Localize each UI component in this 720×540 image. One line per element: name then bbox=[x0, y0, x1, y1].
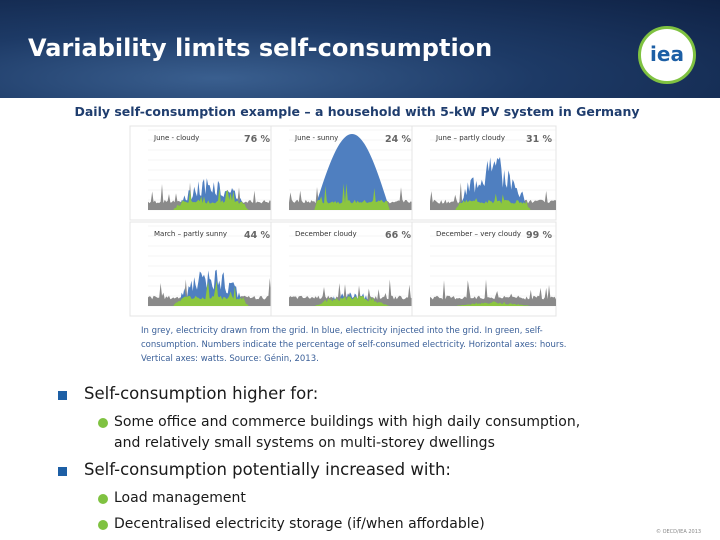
injection-area bbox=[289, 292, 415, 306]
grid-draw-area bbox=[430, 279, 556, 306]
grid-draw-area bbox=[289, 279, 415, 306]
copyright: © OECD/IEA 2013 bbox=[656, 529, 702, 535]
self-consumption-area bbox=[430, 301, 556, 306]
self-consumption-area bbox=[289, 183, 415, 210]
panel-label: June – partly cloudy bbox=[435, 134, 505, 142]
sub-bullet-marker bbox=[98, 520, 108, 530]
injection-area bbox=[430, 157, 556, 210]
injection-area bbox=[148, 269, 274, 306]
logo-text: iea bbox=[650, 42, 684, 66]
self-consumption-area bbox=[148, 187, 274, 210]
header bbox=[0, 0, 720, 98]
caption: Vertical axes: watts. Source: Génin, 201… bbox=[141, 354, 319, 364]
bullet-marker bbox=[58, 391, 67, 400]
self-consumption-area bbox=[430, 193, 556, 210]
panel-label: June - cloudy bbox=[153, 134, 199, 142]
sub-bullet: and relatively small systems on multi-st… bbox=[114, 435, 495, 451]
panel-label: December – very cloudy bbox=[436, 230, 521, 238]
panels: June - cloudy 76 % June - sunny 24 % June – … bbox=[129, 125, 557, 317]
sub-bullet-marker bbox=[98, 494, 108, 504]
sub-bullet: Some office and commerce buildings with … bbox=[114, 414, 581, 430]
self-consumption-area bbox=[148, 280, 274, 306]
sub-bullet: Load management bbox=[114, 490, 246, 506]
panel-label: December cloudy bbox=[295, 230, 357, 238]
self-consumption-area bbox=[289, 295, 415, 306]
title: Variability limits self-consumption bbox=[28, 34, 493, 62]
caption: consumption. Numbers indicate the percen… bbox=[141, 340, 567, 350]
injection-area bbox=[148, 178, 274, 210]
caption: In grey, electricity drawn from the grid… bbox=[141, 326, 543, 336]
panel-percent: 31 % bbox=[526, 134, 553, 145]
panel-percent: 76 % bbox=[244, 134, 271, 145]
sub-bullet: Decentralised electricity storage (if/wh… bbox=[114, 516, 485, 532]
sub-bullet-marker bbox=[98, 418, 108, 428]
panel-percent: 44 % bbox=[244, 230, 271, 241]
injection-area bbox=[289, 134, 415, 210]
bullet: Self-consumption potentially increased w… bbox=[84, 460, 451, 479]
panel-label: June - sunny bbox=[294, 134, 338, 142]
bullet-marker bbox=[58, 467, 67, 476]
figure-title: Daily self-consumption example – a house… bbox=[74, 104, 640, 119]
logo: iea bbox=[638, 26, 696, 84]
bullet: Self-consumption higher for: bbox=[84, 384, 319, 403]
panel-percent: 66 % bbox=[385, 230, 412, 241]
panel-percent: 99 % bbox=[526, 230, 553, 241]
panel-label: March – partly sunny bbox=[154, 230, 227, 238]
panel-percent: 24 % bbox=[385, 134, 412, 145]
